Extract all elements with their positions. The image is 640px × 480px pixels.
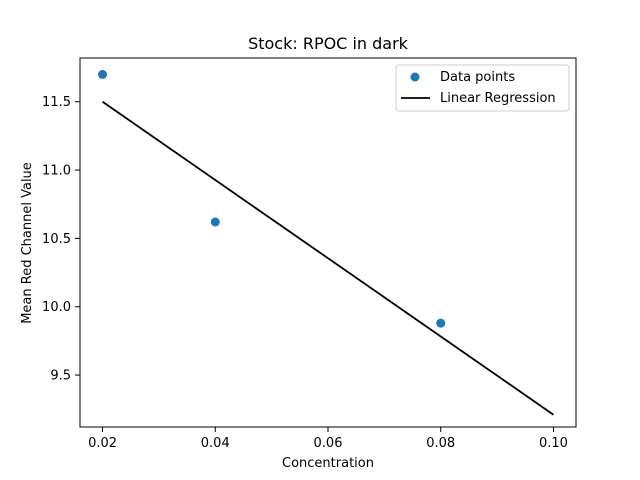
- y-axis-label: Mean Red Channel Value: [20, 162, 35, 324]
- legend: Data points Linear Regression: [395, 64, 570, 112]
- x-tick-label: 0.04: [201, 436, 230, 451]
- y-tick-label: 11.5: [42, 95, 71, 110]
- x-tick-label: 0.10: [539, 436, 568, 451]
- y-tick-label: 10.0: [42, 300, 71, 315]
- legend-box: [395, 64, 570, 112]
- y-tick-label: 9.5: [50, 369, 71, 384]
- data-point: [98, 69, 108, 79]
- chart-title: Stock: RPOC in dark: [248, 34, 409, 53]
- data-point: [436, 318, 446, 328]
- legend-marker-data-points: [410, 72, 420, 82]
- x-tick-label: 0.08: [426, 436, 455, 451]
- y-axis: 9.5 10.0 10.5 11.0 11.5: [42, 95, 80, 384]
- x-axis: 0.02 0.04 0.06 0.08 0.10: [88, 427, 568, 451]
- x-tick-label: 0.06: [314, 436, 343, 451]
- y-tick-label: 11.0: [42, 164, 71, 179]
- plot-area: [98, 69, 554, 416]
- x-axis-label: Concentration: [282, 456, 374, 471]
- y-tick-label: 10.5: [42, 232, 71, 247]
- legend-label-linear-regression: Linear Regression: [440, 91, 556, 106]
- legend-label-data-points: Data points: [440, 70, 515, 85]
- x-tick-label: 0.02: [88, 436, 117, 451]
- regression-line: [102, 100, 554, 416]
- data-point: [210, 217, 220, 227]
